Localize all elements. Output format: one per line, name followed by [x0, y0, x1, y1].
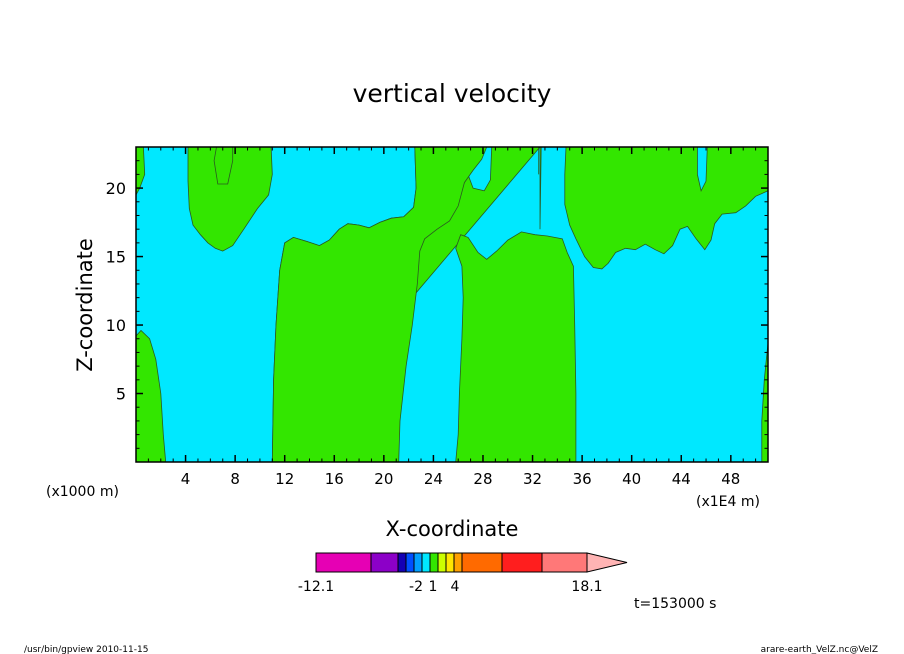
contour-region-7 [564, 147, 768, 270]
x-axis-label: X-coordinate [386, 517, 519, 541]
colorbar-segment [429, 552, 439, 573]
y-tick-label: 20 [106, 179, 126, 198]
colorbar-segment [445, 552, 455, 573]
x-tick-label: 44 [672, 470, 691, 488]
y-tick-label: 15 [106, 248, 126, 267]
colorbar-segment [421, 552, 431, 573]
x-tick-label: 24 [424, 470, 443, 488]
colorbar-tick-label: -2 [409, 579, 423, 595]
colorbar-segment [437, 552, 447, 573]
contour-region-3 [187, 147, 273, 252]
colorbar-tick-label: 1 [429, 579, 438, 595]
contour-region-2 [136, 329, 167, 462]
colorbar-segment [541, 552, 588, 573]
colorbar-arrow [586, 552, 628, 573]
y-tick-label: 10 [106, 316, 126, 335]
x-tick-label: 20 [374, 470, 393, 488]
contour-region-5 [271, 147, 488, 462]
x-tick-label: 8 [230, 470, 240, 488]
contour-region-8 [761, 342, 768, 462]
contour-region-6 [455, 231, 577, 462]
y-axis-label: Z-coordinate [73, 238, 97, 372]
x-tick-label: 4 [181, 470, 191, 488]
x-tick-label: 40 [622, 470, 641, 488]
y-tick-label: 5 [116, 385, 126, 404]
x-axis-ticks: 4 8 12 16 20 24 28 32 36 40 44 48 [147, 147, 757, 488]
colorbar-segment [453, 552, 463, 573]
x-tick-label: 16 [325, 470, 344, 488]
colorbar-segment [315, 552, 372, 573]
y-axis-ticks: 5 10 15 20 [106, 160, 768, 449]
colorbar [315, 552, 628, 573]
x-tick-label: 48 [721, 470, 740, 488]
contour-region-1 [136, 147, 146, 196]
colorbar-tick-label: 18.1 [571, 579, 602, 595]
x-tick-label: 36 [573, 470, 592, 488]
time-label: t=153000 s [634, 596, 716, 612]
x-scale-note: (x1000 m) [46, 484, 119, 500]
footer-left: /usr/bin/gpview 2010-11-15 [24, 645, 148, 654]
plot-frame [135, 146, 769, 463]
x-tick-label: 32 [523, 470, 542, 488]
contour-regions [136, 147, 768, 462]
x-tick-label: 12 [275, 470, 294, 488]
colorbar-segment [413, 552, 423, 573]
colorbar-segment [405, 552, 415, 573]
x-units-note: (x1E4 m) [696, 494, 760, 510]
colorbar-segment [501, 552, 543, 573]
footer-right: arare-earth_VelZ.nc@VelZ [761, 645, 878, 654]
chart-title: vertical velocity [353, 79, 552, 108]
plot-area [135, 146, 769, 463]
colorbar-segment [461, 552, 503, 573]
colorbar-tick-labels: -12.1 -2 1 4 18.1 [298, 579, 603, 595]
colorbar-segment [370, 552, 399, 573]
x-tick-label: 28 [473, 470, 492, 488]
colorbar-tick-label: 4 [451, 579, 460, 595]
colorbar-tick-label: -12.1 [298, 579, 334, 595]
colorbar-segment [397, 552, 407, 573]
